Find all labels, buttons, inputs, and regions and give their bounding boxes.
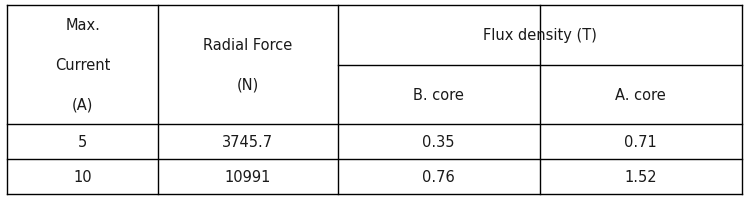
Text: 0.71: 0.71 [624,134,657,149]
Text: Radial Force

(N): Radial Force (N) [203,38,293,92]
Text: 0.35: 0.35 [422,134,455,149]
Text: 10: 10 [73,169,92,184]
Text: 0.76: 0.76 [422,169,455,184]
Text: Max.

Current

(A): Max. Current (A) [55,18,110,112]
Text: Flux density (T): Flux density (T) [482,28,597,43]
Text: A. core: A. core [615,87,666,102]
Text: B. core: B. core [413,87,464,102]
Text: 3745.7: 3745.7 [222,134,273,149]
Text: 5: 5 [78,134,88,149]
Text: 10991: 10991 [225,169,271,184]
Text: 1.52: 1.52 [624,169,657,184]
